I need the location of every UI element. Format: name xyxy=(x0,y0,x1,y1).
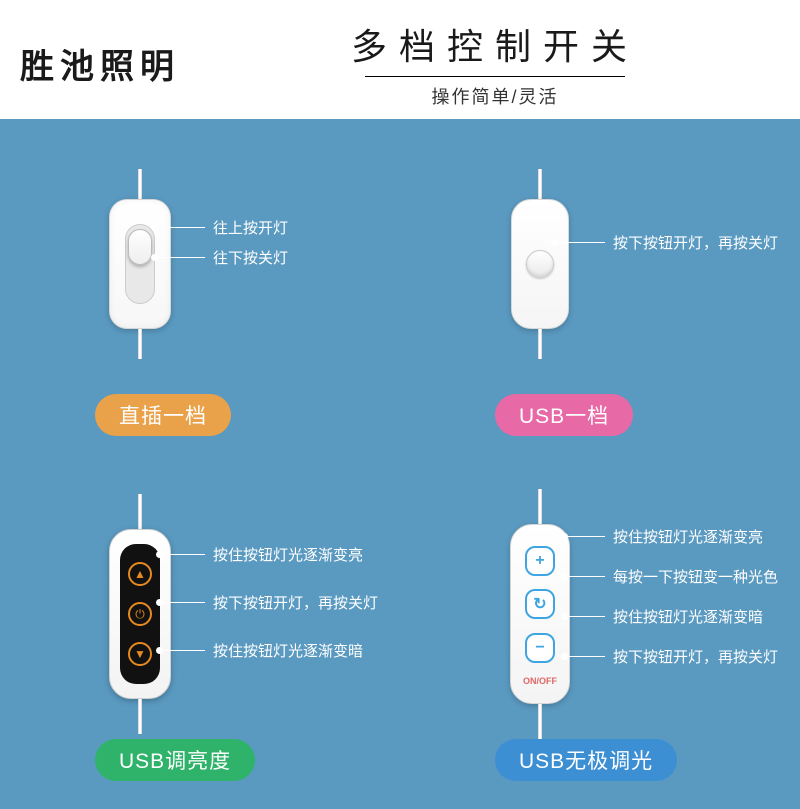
cell-push: 按下按钮开灯，再按关灯 USB一档 xyxy=(400,119,800,464)
subtitle: 操作简单/灵活 xyxy=(210,83,780,109)
cord-bottom xyxy=(138,329,142,359)
cord-top xyxy=(138,494,142,529)
tag-push: USB一档 xyxy=(495,394,633,436)
tag-dimmer: USB调亮度 xyxy=(95,739,255,781)
callout-text: 按住按钮灯光逐渐变亮 xyxy=(613,526,763,547)
callout-text: 每按一下按钮变一种光色 xyxy=(613,566,778,587)
callout-text: 往下按关灯 xyxy=(213,247,288,268)
cycle-icon: ↻ xyxy=(525,589,555,619)
cord-top xyxy=(138,169,142,199)
product-grid: 往上按开灯 往下按关灯 直插一档 按下按钮开灯，再按关灯 USB一档 ▲ xyxy=(0,119,800,809)
callout-text: 按住按钮灯光逐渐变暗 xyxy=(613,606,763,627)
title-divider xyxy=(365,76,625,77)
callout-text: 往上按开灯 xyxy=(213,217,288,238)
brightness-up-icon: ▲ xyxy=(128,562,152,586)
callout-text: 按下按钮开灯，再按关灯 xyxy=(613,232,778,253)
onoff-label: ON/OFF xyxy=(523,676,557,686)
callout-text: 按住按钮灯光逐渐变亮 xyxy=(213,544,363,565)
tag-stepless: USB无极调光 xyxy=(495,739,677,781)
lead-line xyxy=(555,242,605,243)
cord-bottom xyxy=(538,704,542,739)
lead-line xyxy=(565,536,605,537)
lead-line xyxy=(160,602,205,603)
callout-text: 按住按钮灯光逐渐变暗 xyxy=(213,640,363,661)
main-title: 多档控制开关 xyxy=(210,18,780,70)
cord-bottom xyxy=(138,699,142,734)
stepless-switch: + ↻ − ON/OFF xyxy=(480,489,600,739)
tag-rocker: 直插一档 xyxy=(95,394,231,436)
minus-icon: − xyxy=(525,633,555,663)
title-block: 多档控制开关 操作简单/灵活 xyxy=(210,18,780,109)
cell-dimmer: ▲ ⏻ ▼ 按住按钮灯光逐渐变亮 按下按钮开灯，再按关灯 按住按钮灯光逐渐变暗 … xyxy=(0,464,400,809)
rocker-knob xyxy=(128,229,152,265)
dimmer-panel: ▲ ⏻ ▼ xyxy=(120,544,160,684)
power-icon: ⏻ xyxy=(128,602,152,626)
header: 胜池照明 多档控制开关 操作简单/灵活 xyxy=(0,0,800,109)
push-switch xyxy=(480,169,600,359)
lead-line xyxy=(160,650,205,651)
lead-line xyxy=(565,576,605,577)
lead-line xyxy=(565,616,605,617)
callout-text: 按下按钮开灯，再按关灯 xyxy=(213,592,378,613)
brand-logo: 胜池照明 xyxy=(20,39,180,88)
push-button-icon xyxy=(526,250,554,278)
push-body xyxy=(511,199,569,329)
cord-top xyxy=(538,489,542,524)
lead-line xyxy=(155,227,205,228)
lead-line xyxy=(565,656,605,657)
cord-top xyxy=(538,169,542,199)
cell-stepless: + ↻ − ON/OFF 按住按钮灯光逐渐变亮 每按一下按钮变一种光色 按住按钮… xyxy=(400,464,800,809)
rocker-slot xyxy=(125,224,155,304)
dimmer-switch: ▲ ⏻ ▼ xyxy=(80,494,200,734)
plus-icon: + xyxy=(525,546,555,576)
lead-line xyxy=(160,554,205,555)
brightness-down-icon: ▼ xyxy=(128,642,152,666)
cell-rocker: 往上按开灯 往下按关灯 直插一档 xyxy=(0,119,400,464)
lead-line xyxy=(155,257,205,258)
rocker-switch xyxy=(80,169,200,359)
cord-bottom xyxy=(538,329,542,359)
callout-text: 按下按钮开灯，再按关灯 xyxy=(613,646,778,667)
rocker-body xyxy=(109,199,171,329)
